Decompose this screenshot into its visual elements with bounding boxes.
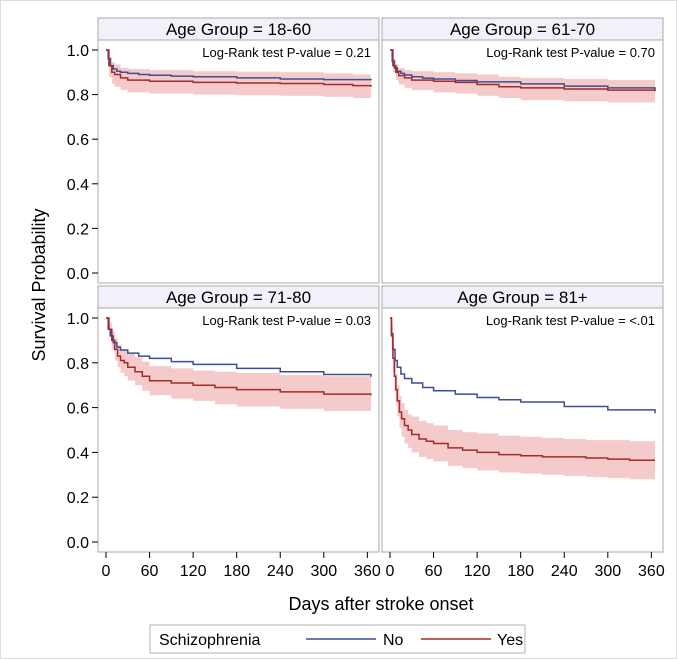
x-tick-label: 360 [638, 563, 665, 580]
panel-title: Age Group = 81+ [457, 288, 588, 307]
x-tick-label: 360 [354, 563, 381, 580]
y-tick-label: 0.0 [67, 535, 89, 552]
panel-2: Age Group = 61-70 Log-Rank test P-value =… [381, 17, 664, 284]
x-tick-label: 240 [267, 563, 294, 580]
panel-3: Age Group = 71-80 Log-Rank test P-value =… [67, 285, 381, 580]
panel-title: Age Group = 18-60 [166, 20, 311, 39]
x-tick-label: 180 [507, 563, 534, 580]
x-tick-label: 300 [310, 563, 337, 580]
pvalue-annotation: Log-Rank test P-value = 0.03 [202, 313, 371, 328]
x-tick-label: 120 [464, 563, 491, 580]
x-tick-label: 300 [594, 563, 621, 580]
ci-band-yes [390, 318, 655, 481]
x-tick-label: 180 [223, 563, 250, 580]
pvalue-annotation: Log-Rank test P-value = <.01 [486, 313, 655, 328]
series-line-yes [106, 49, 372, 87]
y-tick-label: 0.4 [67, 177, 89, 194]
y-tick-label: 0.2 [67, 221, 89, 238]
y-axis-label: Survival Probability [29, 208, 49, 361]
ci-band-yes [390, 50, 655, 105]
ci-band-yes [106, 318, 371, 414]
y-tick-label: 1.0 [67, 311, 89, 328]
x-tick-label: 240 [551, 563, 578, 580]
y-tick-label: 0.8 [67, 356, 89, 373]
series-line-yes [106, 317, 372, 396]
y-tick-label: 1.0 [67, 43, 89, 60]
y-tick-label: 0.6 [67, 401, 89, 418]
series-line-no [390, 317, 656, 414]
y-tick-label: 0.0 [67, 266, 89, 283]
y-tick-label: 0.8 [67, 88, 89, 105]
panel-1: Age Group = 18-60 Log-Rank test P-value =… [67, 17, 380, 284]
panel-title: Age Group = 71-80 [166, 288, 311, 307]
x-tick-label: 60 [425, 563, 443, 580]
x-tick-label: 60 [141, 563, 159, 580]
y-tick-label: 0.2 [67, 490, 89, 507]
x-tick-label: 120 [180, 563, 207, 580]
x-axis-label: Days after stroke onset [288, 594, 473, 614]
panel-title: Age Group = 61-70 [450, 20, 595, 39]
plot-area [97, 307, 380, 553]
legend-label-no: No [383, 632, 404, 649]
series-line-yes [390, 49, 656, 92]
legend-label-yes: Yes [497, 632, 523, 649]
x-tick-label: 0 [102, 563, 111, 580]
series-line-yes [390, 317, 655, 461]
pvalue-annotation: Log-Rank test P-value = 0.70 [486, 45, 655, 60]
y-tick-label: 0.4 [67, 445, 89, 462]
y-tick-label: 0.6 [67, 132, 89, 149]
legend-title: Schizophrenia [159, 632, 261, 649]
legend: Schizophrenia No Yes [149, 624, 526, 654]
pvalue-annotation: Log-Rank test P-value = 0.21 [202, 45, 371, 60]
panel-4: Age Group = 81+ Log-Rank test P-value = <… [381, 285, 665, 580]
x-tick-label: 0 [386, 563, 395, 580]
ci-band-yes [106, 50, 371, 100]
